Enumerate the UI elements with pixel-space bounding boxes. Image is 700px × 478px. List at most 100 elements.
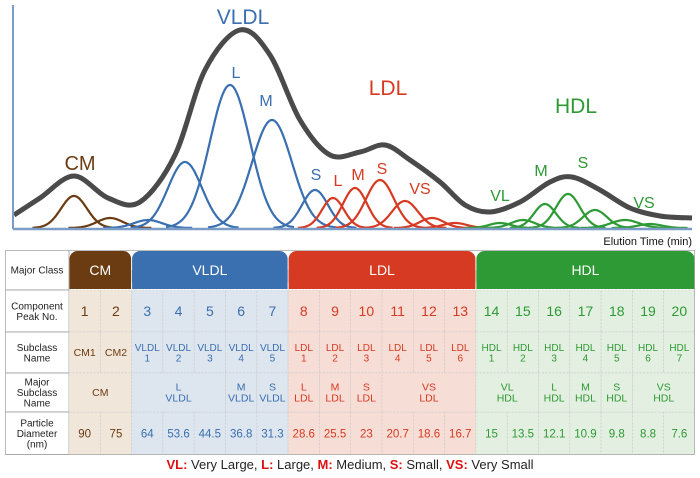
row-header-cell <box>5 331 70 374</box>
ldl-l-label: L <box>334 173 343 190</box>
table-cell <box>100 331 132 374</box>
table-cell <box>68 411 101 455</box>
particle-diameter: 18.6 <box>418 429 440 441</box>
particle-diameter: 10.9 <box>574 429 596 441</box>
table-cell <box>225 289 258 333</box>
particle-diameter: 12.1 <box>543 429 565 441</box>
hdl-label: HDL <box>555 95 597 118</box>
major-subclass-label: VS HDL <box>653 382 674 405</box>
peak-number: 13 <box>452 303 468 319</box>
legend-text-vl: Very Large, <box>187 457 262 472</box>
peak-curve-4 <box>130 160 239 229</box>
particle-diameter: 9.8 <box>609 429 625 441</box>
row-header-label: Component Peak No. <box>11 301 63 323</box>
particle-diameter: 36.8 <box>230 429 252 441</box>
table-cell <box>569 289 602 333</box>
particle-diameter: 16.7 <box>449 429 471 441</box>
table-cell <box>131 411 164 455</box>
table-cell <box>287 331 320 374</box>
table-cell <box>381 289 414 333</box>
particle-diameter: 75 <box>110 429 123 441</box>
particle-diameter: 44.5 <box>199 429 221 441</box>
subclass-name: HDL 1 <box>482 343 502 365</box>
particle-diameter: 64 <box>141 429 154 441</box>
particle-diameter: 25.5 <box>324 429 346 441</box>
legend-key-s: S: <box>389 457 403 472</box>
legend-text-l: Large, <box>273 457 318 472</box>
vldl-l-label: L <box>232 65 241 82</box>
major-subclass-cell <box>600 372 633 413</box>
legend-key-vs: VS: <box>446 457 468 472</box>
class-header-label: LDL <box>369 262 395 278</box>
table-cell <box>538 289 571 333</box>
major-subclass-label: M LDL <box>325 382 344 405</box>
vldl-label: VLDL <box>217 6 270 29</box>
peak-number: 12 <box>421 303 437 319</box>
subclass-name: LDL 2 <box>326 343 345 365</box>
major-subclass-label: M HDL <box>575 382 596 405</box>
legend-text-s: Small, <box>402 457 447 472</box>
row-header-label: Major Class <box>11 266 64 277</box>
major-subclass-cell <box>131 372 226 413</box>
subclass-name: LDL 1 <box>295 343 314 365</box>
table-cell <box>131 289 164 333</box>
x-axis-label: Elution Time (min) <box>603 236 692 248</box>
peak-number: 18 <box>609 303 625 319</box>
peak-number: 7 <box>269 303 277 319</box>
peak-number: 11 <box>390 303 405 319</box>
peak-curve-16 <box>509 202 580 229</box>
hdl-vs-label: VS <box>633 195 654 212</box>
table-cell <box>193 411 226 455</box>
particle-diameter: 23 <box>360 429 373 441</box>
table-cell <box>444 331 477 374</box>
table-cell <box>350 331 383 374</box>
subclass-name: HDL 7 <box>669 343 689 365</box>
major-subclass-label: S VLDL <box>259 382 285 405</box>
peak-number: 6 <box>237 303 245 319</box>
table-cell <box>663 331 695 374</box>
major-subclass-label: M VLDL <box>228 382 254 405</box>
table-cell <box>162 331 195 374</box>
peak-curve-10 <box>335 178 425 229</box>
table-cell <box>600 411 633 455</box>
major-subclass-cell <box>225 372 258 413</box>
class-header-base <box>132 270 288 289</box>
subclass-name: LDL 3 <box>357 343 376 365</box>
table-cell <box>319 289 351 333</box>
peak-number: 3 <box>143 303 151 319</box>
elution-chart: CM VLDL L M LDL HDL S L M S VS VL M S VS… <box>12 5 693 248</box>
hdl-vl-label: VL <box>490 188 510 205</box>
legend-key-l: L: <box>261 457 274 472</box>
major-subclass-label: CM <box>92 387 108 399</box>
particle-diameter: 53.6 <box>167 429 189 441</box>
vldl-s-label: S <box>311 167 322 184</box>
table-cell <box>381 411 414 455</box>
peak-curve-18 <box>556 208 633 229</box>
table-cell <box>68 331 101 374</box>
particle-diameter: 13.5 <box>512 429 534 441</box>
major-subclass-label: S HDL <box>606 382 627 405</box>
particle-diameter: 90 <box>78 429 91 441</box>
legend-key-vl: VL: <box>166 457 188 472</box>
subclass-name: HDL 4 <box>575 343 595 365</box>
table-cell <box>444 289 477 333</box>
legend-text-m: Medium, <box>332 457 390 472</box>
row-header-cell <box>5 250 70 291</box>
table-cell <box>225 331 258 374</box>
peak-number: 1 <box>81 303 89 319</box>
ldl-m-label: M <box>351 167 364 184</box>
major-subclass-label: S LDL <box>357 382 376 405</box>
table-cell <box>506 331 539 374</box>
major-subclass-cell <box>381 372 477 413</box>
table-cell <box>225 411 258 455</box>
subclass-name: LDL 6 <box>451 343 470 365</box>
subclass-name: HDL 5 <box>607 343 627 365</box>
class-header-base <box>476 270 695 289</box>
subclass-name: CM1 <box>74 347 96 359</box>
major-subclass-cell <box>632 372 695 413</box>
peak-curve-20 <box>611 222 688 230</box>
hdl-m-label: M <box>534 163 547 180</box>
table-cell <box>506 289 539 333</box>
cm-label: CM <box>64 153 95 175</box>
subclass-name: LDL 5 <box>420 343 439 365</box>
